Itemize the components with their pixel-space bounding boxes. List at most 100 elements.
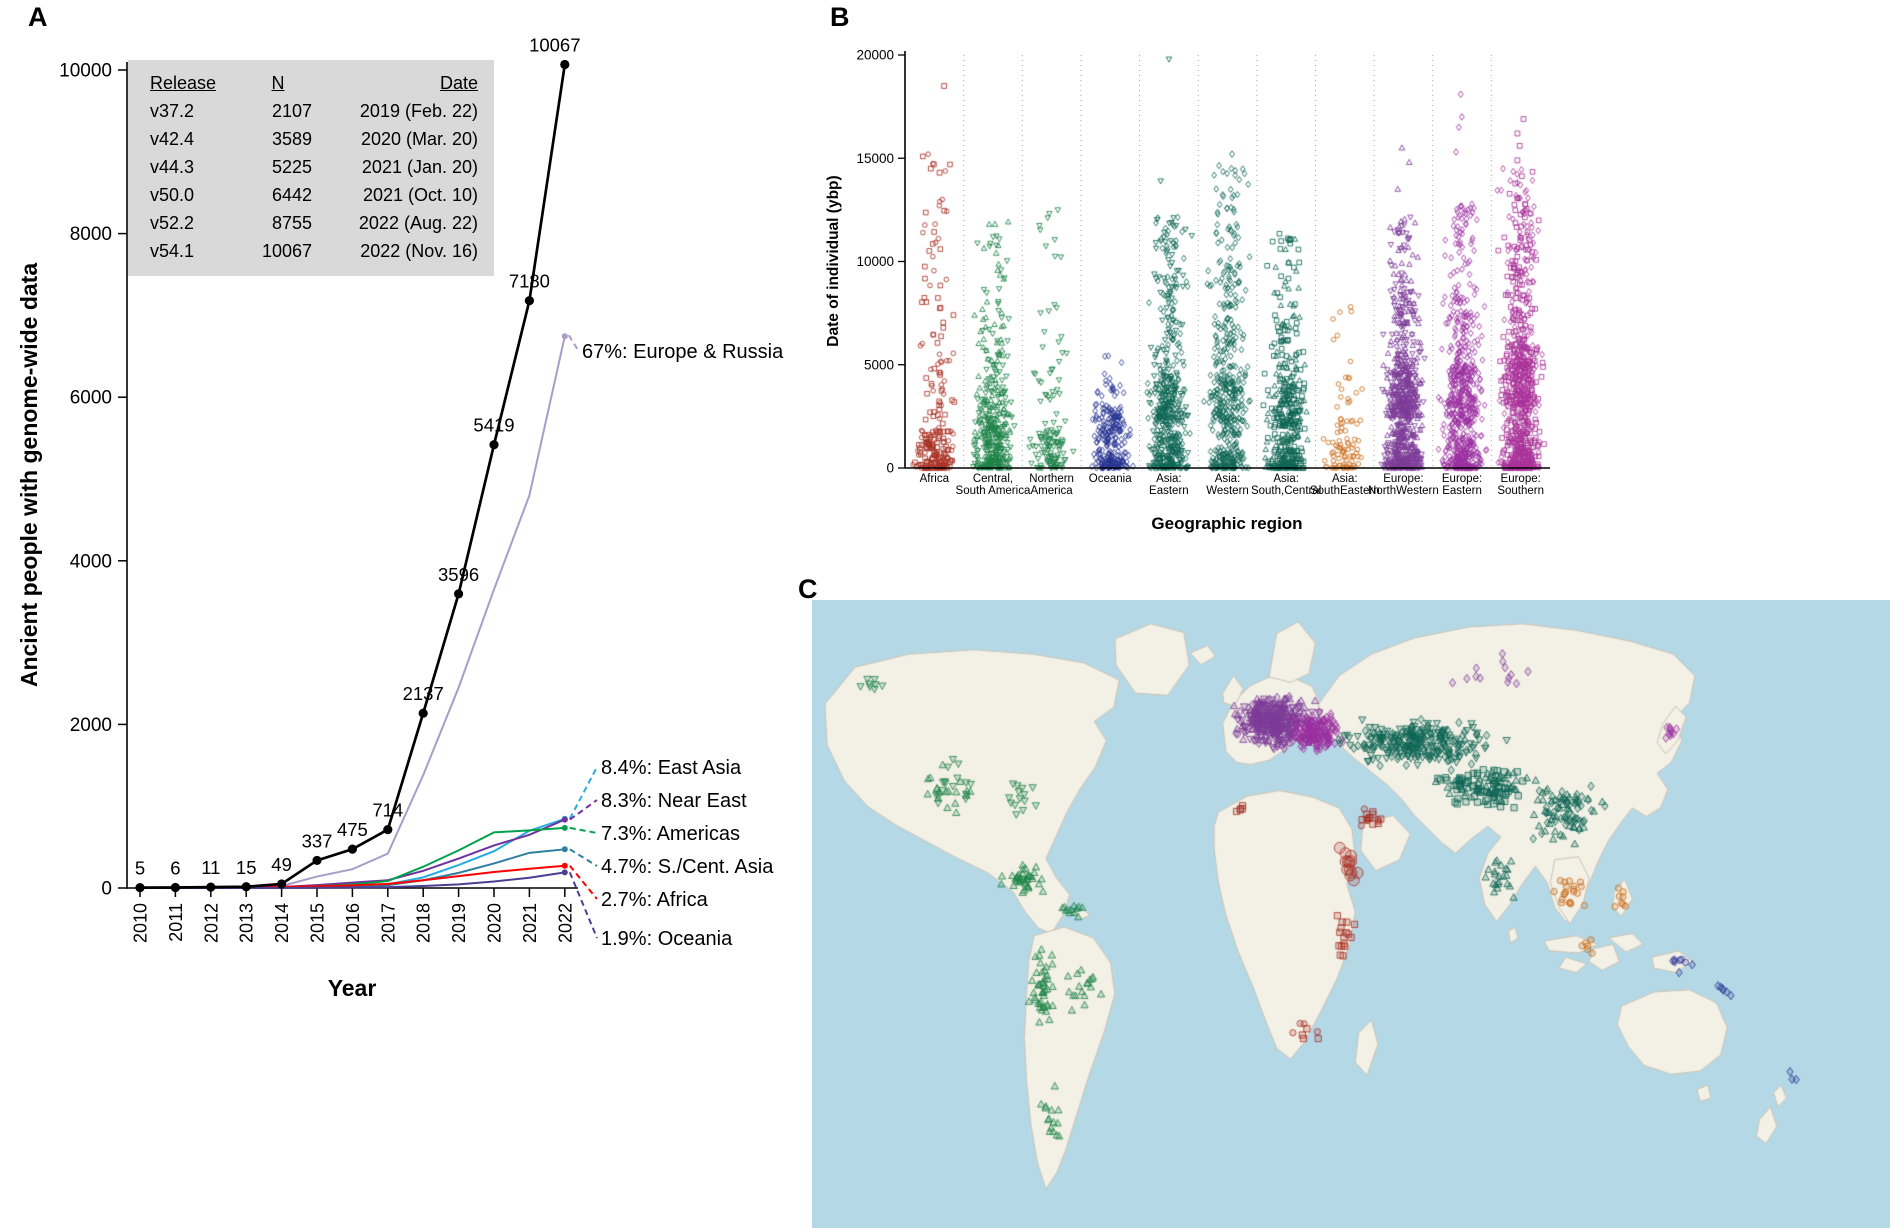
panel-b-scatter: 0 5000 10000 15000 20000 Africa Central, South … bbox=[810, 0, 1600, 570]
category-label: Southern bbox=[1497, 485, 1544, 497]
x-tick-label: 2022 bbox=[555, 903, 575, 943]
release-history-table: Release N Date v37.2 2107 2019 (Feb. 22) v42.4… bbox=[128, 60, 494, 276]
x-tick-label: 2019 bbox=[449, 903, 469, 943]
x-tick-label: 2015 bbox=[308, 903, 328, 943]
release-table-cell: 2107 bbox=[271, 101, 312, 121]
region-share-label: 7.3%: Americas bbox=[601, 823, 740, 845]
release-table-header: Date bbox=[439, 73, 478, 93]
release-table-cell: v42.4 bbox=[150, 129, 195, 149]
release-table-cell: 5225 bbox=[271, 157, 312, 177]
category-label: Europe: bbox=[1442, 473, 1482, 485]
release-table-cell: 2019 (Feb. 22) bbox=[359, 101, 478, 121]
leader-line bbox=[569, 826, 598, 834]
leader-line bbox=[569, 848, 598, 867]
release-table-cell: 10067 bbox=[261, 241, 312, 261]
release-table-cell: 8755 bbox=[271, 213, 312, 233]
leader-line bbox=[569, 799, 598, 821]
region-share-label: 4.7%: S./Cent. Asia bbox=[601, 856, 774, 878]
panel-b-letter: B bbox=[830, 2, 850, 32]
region-share-label: 1.9%: Oceania bbox=[601, 928, 733, 950]
release-table-cell: 2022 (Nov. 16) bbox=[360, 241, 478, 261]
release-table-cell: v44.3 bbox=[150, 157, 195, 177]
release-table-header: Release bbox=[150, 73, 217, 93]
y-tick-label: 10000 bbox=[856, 254, 894, 269]
total-point-label: 5419 bbox=[473, 415, 514, 436]
x-tick-label: 2012 bbox=[201, 903, 221, 943]
category-label: America bbox=[1030, 485, 1073, 497]
y-tick-label: 4000 bbox=[70, 551, 112, 572]
total-point bbox=[418, 708, 428, 718]
y-tick-label: 8000 bbox=[70, 224, 112, 245]
total-point bbox=[383, 824, 393, 835]
total-point-label: 5 bbox=[135, 858, 145, 879]
release-table-cell: v52.2 bbox=[150, 213, 195, 233]
scatter-y-axis-title: Date of individual (ybp) bbox=[825, 175, 842, 347]
category-label: Europe: bbox=[1383, 473, 1423, 485]
total-point bbox=[170, 882, 180, 893]
release-table-cell: 2020 (Mar. 20) bbox=[360, 129, 478, 149]
category-label: Eastern bbox=[1442, 485, 1482, 497]
category-label: Western bbox=[1206, 485, 1249, 497]
category-label: Oceania bbox=[1089, 473, 1132, 485]
x-tick-label: 2017 bbox=[378, 903, 398, 943]
leader-line bbox=[568, 871, 598, 939]
region-line-end-dot bbox=[561, 816, 568, 823]
growth-y-axis-title: Ancient people with genome-wide data bbox=[16, 262, 42, 688]
region-line-end-dot bbox=[561, 824, 568, 831]
total-point-label: 11 bbox=[201, 857, 220, 878]
release-table-cell: 2021 (Oct. 10) bbox=[362, 185, 478, 205]
category-label: Asia: bbox=[1273, 473, 1299, 485]
scatter-points-canvas bbox=[810, 0, 1600, 570]
category-label: NorthWestern bbox=[1368, 485, 1439, 497]
total-point bbox=[524, 296, 535, 306]
x-tick-label: 2018 bbox=[414, 903, 434, 943]
y-tick-label: 20000 bbox=[856, 48, 894, 63]
release-table-cell: 6442 bbox=[271, 185, 312, 205]
total-point-label: 7180 bbox=[509, 271, 550, 292]
total-point-label: 6 bbox=[170, 858, 180, 879]
growth-line-chart: 0 2000 4000 6000 8000 10000 2010 2011 2012 2013 20… bbox=[59, 35, 784, 950]
y-tick-label: 0 bbox=[886, 461, 894, 476]
panel-a-letter: A bbox=[28, 2, 48, 32]
region-share-label: 8.4%: East Asia bbox=[601, 757, 742, 779]
scatter-axes: 0 5000 10000 15000 20000 Africa Central,South … bbox=[856, 48, 1550, 497]
total-point-label: 15 bbox=[236, 857, 257, 878]
leader-line bbox=[567, 334, 579, 351]
total-point bbox=[241, 882, 251, 892]
x-tick-label: 2021 bbox=[520, 903, 540, 943]
total-point-label: 49 bbox=[271, 854, 292, 875]
category-label: Asia: bbox=[1215, 473, 1241, 485]
total-point-label: 337 bbox=[302, 830, 333, 851]
category-label: SouthEastern bbox=[1310, 485, 1380, 497]
y-tick-label: 5000 bbox=[864, 357, 894, 372]
region-line-end-dot bbox=[561, 862, 568, 869]
total-point bbox=[206, 882, 216, 892]
category-label: Central, bbox=[973, 473, 1013, 485]
y-tick-label: 6000 bbox=[70, 388, 112, 409]
leader-line bbox=[569, 865, 598, 900]
x-tick-label: 2013 bbox=[237, 903, 257, 943]
panel-c-world-map: C bbox=[796, 572, 1900, 1232]
panel-c-letter: C bbox=[798, 574, 818, 604]
category-label: Northern bbox=[1029, 473, 1074, 485]
total-point-label: 714 bbox=[372, 800, 403, 821]
y-tick-label: 15000 bbox=[856, 151, 894, 166]
x-tick-label: 2014 bbox=[272, 903, 292, 943]
category-label: Asia: bbox=[1156, 473, 1182, 485]
release-table-header: N bbox=[271, 73, 285, 93]
total-point bbox=[560, 59, 570, 70]
total-point-label: 3596 bbox=[438, 564, 479, 585]
region-share-label: 2.7%: Africa bbox=[601, 889, 709, 911]
total-point bbox=[489, 440, 499, 450]
release-table-cell: 3589 bbox=[271, 129, 312, 149]
release-table-cell: 2022 (Aug. 22) bbox=[358, 213, 478, 233]
category-label: South,Central bbox=[1251, 485, 1321, 497]
total-point-label: 475 bbox=[337, 819, 368, 840]
y-tick-label: 2000 bbox=[70, 715, 112, 736]
leader-line bbox=[568, 766, 598, 820]
release-table-cell: 2021 (Jan. 20) bbox=[361, 157, 478, 177]
total-point bbox=[135, 882, 145, 893]
category-label: South America bbox=[956, 485, 1031, 497]
x-tick-label: 2011 bbox=[166, 903, 186, 942]
